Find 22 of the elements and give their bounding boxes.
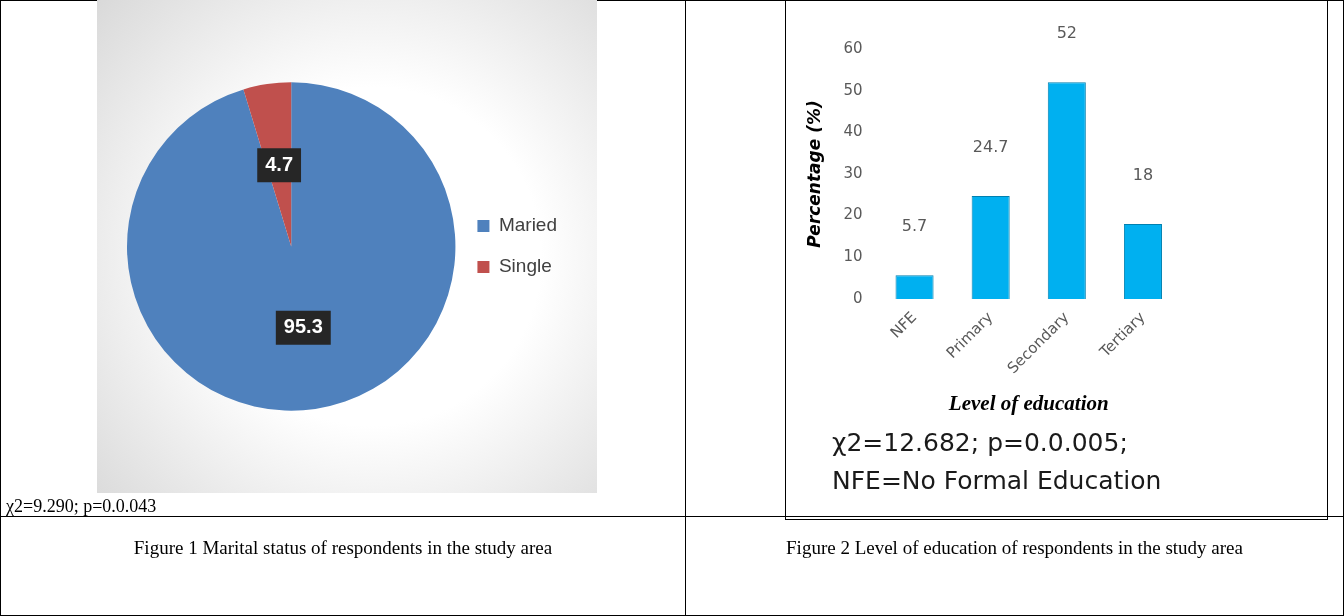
text: NFE=No Formal Education: [832, 466, 1162, 495]
data-label: 95.3: [283, 315, 323, 338]
y-tick-label: 0: [852, 288, 863, 307]
legend-label: Single: [498, 255, 552, 277]
text: Figure 1 Marital status of respondents in the study area: [132, 537, 554, 559]
text: Figure 2 Level of education of respondents in the study area: [785, 537, 1244, 559]
text: χ2=12.682; p=0.0.005;: [832, 428, 1128, 457]
y-tick-label: 40: [843, 122, 863, 141]
y-tick-label: 20: [843, 205, 863, 224]
data-label: 4.7: [265, 152, 294, 175]
legend-label: Maried: [498, 214, 557, 236]
data-label: 52: [1056, 23, 1077, 43]
y-tick-label: 10: [843, 247, 863, 266]
text: χ2=9.290; p=0.0.043: [6, 496, 157, 517]
data-label: 24.7: [972, 137, 1009, 157]
data-label: 18: [1132, 165, 1154, 185]
y-tick-label: 60: [843, 38, 863, 57]
y-tick-label: 30: [843, 163, 863, 182]
data-label: 5.7: [901, 216, 928, 236]
x-axis-title: Level of education: [947, 390, 1109, 415]
y-axis-title: Percentage (%): [803, 100, 824, 248]
y-tick-label: 50: [843, 80, 863, 99]
